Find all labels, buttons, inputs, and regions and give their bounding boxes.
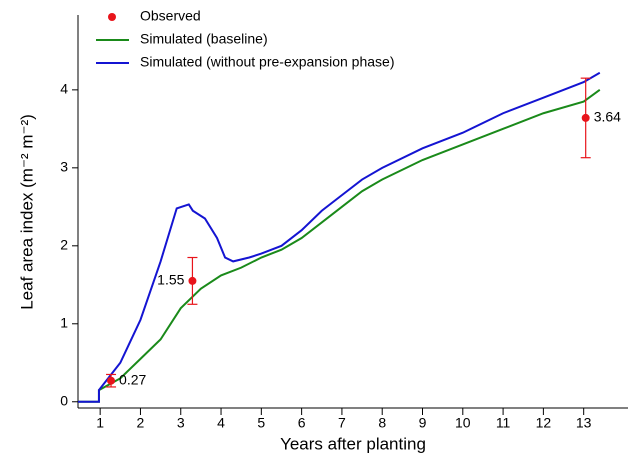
y-tick-label: 4 bbox=[60, 81, 68, 97]
series-line bbox=[78, 89, 601, 403]
legend-marker bbox=[108, 13, 116, 21]
observed-point bbox=[581, 113, 590, 122]
data-label: 1.55 bbox=[157, 272, 184, 288]
x-tick-label: 10 bbox=[455, 415, 471, 431]
x-tick-label: 11 bbox=[496, 415, 511, 431]
observed-point bbox=[107, 376, 116, 385]
x-tick-label: 7 bbox=[338, 415, 346, 431]
x-axis-title: Years after planting bbox=[280, 434, 426, 453]
y-tick-label: 2 bbox=[60, 237, 68, 253]
y-axis-title: Leaf area index (m⁻² m⁻²) bbox=[17, 114, 36, 310]
x-tick-label: 4 bbox=[217, 415, 225, 431]
x-tick-label: 12 bbox=[536, 415, 552, 431]
data-label: 0.27 bbox=[119, 371, 146, 387]
x-tick-label: 8 bbox=[378, 415, 386, 431]
series-line bbox=[78, 71, 601, 403]
legend-label: Simulated (without pre-expansion phase) bbox=[140, 54, 394, 70]
x-tick-label: 2 bbox=[137, 415, 145, 431]
data-label: 3.64 bbox=[594, 109, 621, 125]
y-tick-label: 0 bbox=[60, 392, 68, 408]
x-tick-label: 3 bbox=[177, 415, 185, 431]
x-tick-label: 6 bbox=[298, 415, 306, 431]
y-tick-label: 3 bbox=[60, 159, 68, 175]
y-tick-label: 1 bbox=[60, 314, 68, 330]
x-tick-label: 9 bbox=[419, 415, 427, 431]
legend-label: Simulated (baseline) bbox=[140, 31, 268, 47]
x-tick-label: 5 bbox=[257, 415, 265, 431]
legend-label: Observed bbox=[140, 8, 201, 24]
x-tick-label: 13 bbox=[576, 415, 592, 431]
observed-point bbox=[188, 276, 197, 285]
x-tick-label: 1 bbox=[96, 415, 104, 431]
